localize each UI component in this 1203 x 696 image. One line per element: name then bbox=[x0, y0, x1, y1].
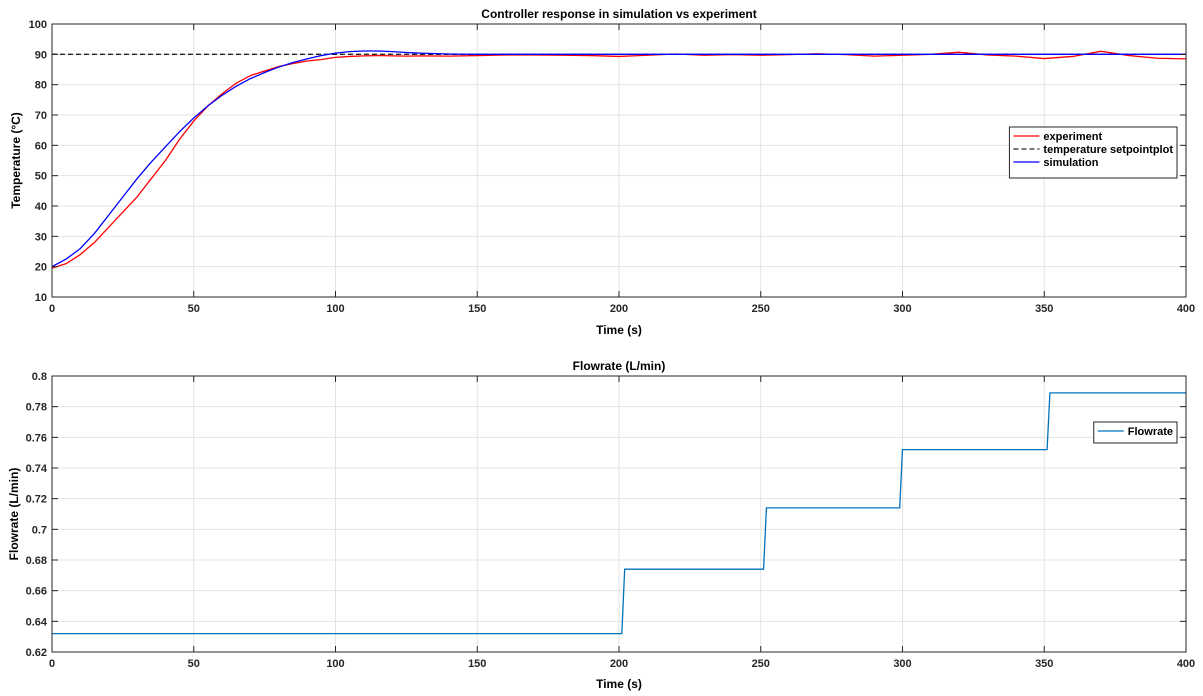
x-tick-label: 0 bbox=[49, 658, 55, 670]
x-tick-label: 50 bbox=[188, 303, 200, 315]
x-tick-label: 400 bbox=[1177, 303, 1195, 315]
y-tick-label: 0.72 bbox=[26, 494, 47, 506]
x-tick-label: 50 bbox=[188, 658, 200, 670]
x-axis-label: Time (s) bbox=[596, 323, 642, 337]
y-tick-label: 100 bbox=[29, 19, 47, 31]
x-tick-label: 350 bbox=[1035, 658, 1053, 670]
x-tick-label: 300 bbox=[893, 303, 911, 315]
grid bbox=[52, 24, 1186, 297]
legend-label: Flowrate bbox=[1128, 426, 1173, 438]
y-axis-label: Temperature (°C) bbox=[9, 112, 23, 209]
legend: Flowrate bbox=[1093, 421, 1178, 444]
x-tick-label: 200 bbox=[610, 658, 628, 670]
y-tick-label: 0.8 bbox=[32, 371, 47, 383]
x-tick-label: 0 bbox=[49, 303, 55, 315]
x-tick-label: 400 bbox=[1177, 658, 1195, 670]
y-tick-label: 0.74 bbox=[26, 463, 48, 475]
y-tick-label: 0.62 bbox=[26, 647, 47, 659]
y-tick-label: 0.7 bbox=[32, 524, 47, 536]
flowrate-chart: Flowrate (L/min) Time (s) Flowrate (L/mi… bbox=[7, 359, 1195, 691]
x-tick-label: 300 bbox=[893, 658, 911, 670]
y-tick-label: 50 bbox=[35, 171, 47, 183]
legend-label: experiment bbox=[1043, 131, 1102, 143]
temperature-chart: Controller response in simulation vs exp… bbox=[9, 7, 1195, 337]
y-tick-label: 30 bbox=[35, 231, 47, 243]
x-tick-label: 150 bbox=[468, 658, 486, 670]
y-tick-label: 0.76 bbox=[26, 432, 47, 444]
y-tick-label: 70 bbox=[35, 110, 47, 122]
y-tick-label: 0.78 bbox=[26, 402, 47, 414]
x-axis-label: Time (s) bbox=[596, 677, 642, 691]
x-tick-label: 350 bbox=[1035, 303, 1053, 315]
y-tick-label: 60 bbox=[35, 140, 47, 152]
legend-label: temperature setpointplot bbox=[1043, 144, 1173, 156]
series-line-Flowrate bbox=[52, 392, 1186, 635]
grid bbox=[52, 376, 1186, 652]
x-tick-label: 250 bbox=[752, 303, 770, 315]
y-tick-label: 20 bbox=[35, 262, 47, 274]
chart-title: Flowrate (L/min) bbox=[573, 359, 666, 373]
y-tick-label: 0.66 bbox=[26, 586, 47, 598]
y-tick-label: 80 bbox=[35, 80, 47, 92]
y-tick-label: 10 bbox=[35, 292, 47, 304]
x-tick-label: 200 bbox=[610, 303, 628, 315]
y-tick-label: 0.64 bbox=[26, 616, 48, 628]
x-tick-label: 250 bbox=[752, 658, 770, 670]
y-tick-label: 40 bbox=[35, 201, 47, 213]
y-tick-label: 90 bbox=[35, 49, 47, 61]
x-tick-label: 150 bbox=[468, 303, 486, 315]
series-line-simulation bbox=[52, 50, 1186, 268]
series-group bbox=[52, 392, 1186, 635]
x-tick-label: 100 bbox=[326, 658, 344, 670]
series-group bbox=[52, 50, 1186, 269]
legend-box bbox=[1093, 421, 1178, 444]
legend-label: simulation bbox=[1043, 157, 1098, 169]
x-tick-label: 100 bbox=[326, 303, 344, 315]
y-tick-label: 0.68 bbox=[26, 555, 47, 567]
chart-title: Controller response in simulation vs exp… bbox=[481, 7, 756, 21]
y-axis-label: Flowrate (L/min) bbox=[7, 468, 21, 561]
